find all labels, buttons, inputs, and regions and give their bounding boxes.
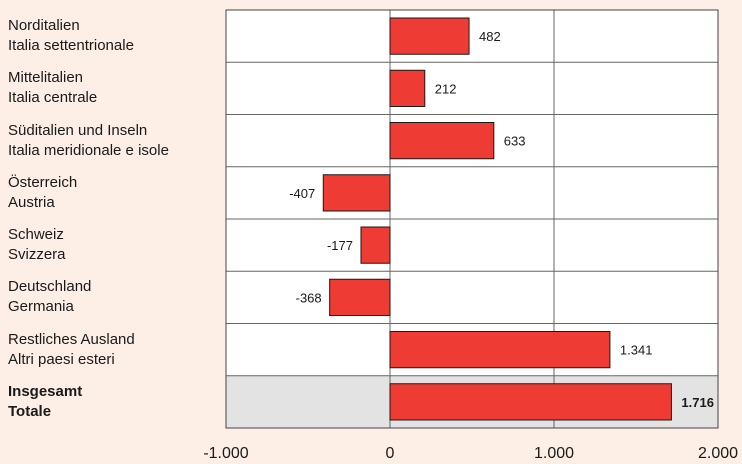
bar — [389, 69, 426, 107]
x-tick-label: 1.000 — [534, 445, 574, 462]
category-label: Deutschland Germania — [8, 277, 91, 317]
bar-value-label: 1.341 — [620, 343, 653, 358]
plot-border — [225, 9, 719, 429]
bar-value-label: 212 — [435, 81, 457, 96]
bar-value-label: -368 — [296, 290, 322, 305]
bar — [389, 331, 611, 369]
bar-value-label: 482 — [479, 29, 501, 44]
bar-value-label: -177 — [327, 238, 353, 253]
x-tick-label: 0 — [386, 445, 395, 462]
category-label: Norditalien Italia settentrionale — [8, 16, 134, 56]
category-label: Schweiz Svizzera — [8, 225, 66, 265]
bar-value-label: 633 — [504, 134, 526, 149]
category-label-line2: Germania — [8, 298, 74, 316]
bar-value-label: -407 — [289, 186, 315, 201]
category-label: Restliches Ausland Altri paesi esteri — [8, 330, 135, 370]
bar — [360, 226, 391, 264]
bar — [389, 122, 495, 160]
category-label-line1: Mittelitalien — [8, 69, 84, 87]
x-tick-label: -1.000 — [203, 445, 248, 462]
category-label: Insgesamt Totale — [8, 382, 82, 422]
category-label-line2: Altri paesi esteri — [8, 350, 115, 368]
x-tick-label: 2.000 — [698, 445, 738, 462]
category-label-line2: Italia settentrionale — [8, 37, 134, 55]
bar — [329, 278, 391, 316]
category-label-line2: Austria — [8, 193, 55, 211]
category-label-line1: Norditalien — [8, 17, 80, 35]
bar-value-label: 1.716 — [681, 395, 714, 410]
category-label-line2: Italia meridionale e isole — [8, 141, 169, 159]
bar — [322, 174, 391, 212]
category-label-line2: Italia centrale — [8, 89, 98, 107]
category-label-line1: Deutschland — [8, 278, 92, 296]
category-label-line1: Süditalien und Inseln — [8, 121, 148, 139]
category-label: Mittelitalien Italia centrale — [8, 68, 97, 108]
category-label-line2: Svizzera — [8, 246, 66, 264]
category-label: Süditalien und Inseln Italia meridionale … — [8, 121, 169, 161]
category-label-line1: Insgesamt — [8, 382, 83, 400]
bar — [389, 17, 470, 55]
category-label: Österreich Austria — [8, 173, 77, 213]
category-label-line2: Totale — [8, 402, 52, 420]
bar — [389, 383, 672, 421]
category-label-line1: Schweiz — [8, 226, 64, 244]
category-label-line1: Österreich — [8, 173, 78, 191]
category-label-line1: Restliches Ausland — [8, 330, 135, 348]
